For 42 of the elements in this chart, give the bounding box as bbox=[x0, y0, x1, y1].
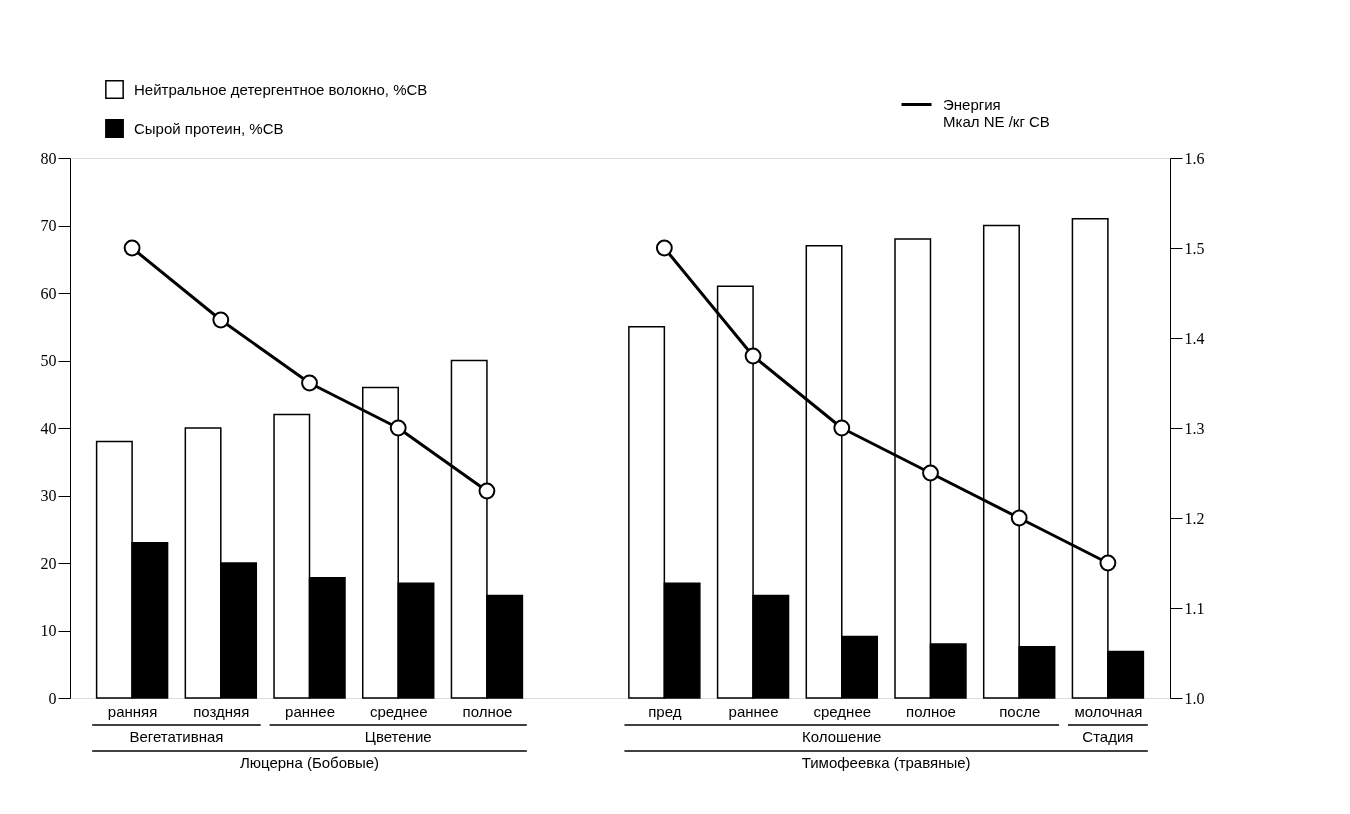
x-tick-label: среднее bbox=[369, 702, 428, 720]
y-tick-label: 20 bbox=[40, 554, 57, 572]
legend-label: Энергия Мкал NE /кг СВ bbox=[943, 95, 1050, 130]
text: Колошение bbox=[802, 728, 882, 745]
y-tick-label: 80 bbox=[40, 149, 57, 167]
text: Тимофеевка (травяные) bbox=[801, 754, 971, 771]
x-tick-label: пред bbox=[648, 702, 682, 720]
legend-label: Сырой протеин, %СВ bbox=[134, 119, 284, 137]
y-tick-label: 40 bbox=[40, 419, 57, 437]
y2-tick-label: 1.1 bbox=[1184, 599, 1205, 617]
point bbox=[833, 419, 851, 437]
point bbox=[922, 464, 939, 482]
x-tick-label: поздняя bbox=[193, 702, 250, 720]
y-tick-label: 10 bbox=[40, 622, 57, 639]
x-tick-label: молочная bbox=[1074, 702, 1143, 720]
text: Вегетативная bbox=[129, 728, 224, 745]
y2-tick-label: 1.4 bbox=[1184, 329, 1205, 347]
y2-tick-label: 1.3 bbox=[1184, 419, 1205, 437]
y2-tick-label: 1.5 bbox=[1184, 239, 1205, 257]
text: Люцерна (Бобовые) bbox=[239, 754, 380, 771]
y2-tick-label: 1.2 bbox=[1184, 509, 1205, 527]
text: Цветение bbox=[364, 728, 432, 745]
point bbox=[1099, 554, 1117, 572]
x-tick-label: полное bbox=[462, 702, 513, 720]
y-tick-label: 30 bbox=[40, 487, 57, 504]
y-tick-label: 70 bbox=[40, 217, 57, 234]
x-tick-label: полное bbox=[906, 702, 956, 720]
text: Стадия bbox=[1082, 728, 1134, 745]
point bbox=[655, 239, 673, 257]
legend-label: Нейтральное детергентное волокно, %СВ bbox=[134, 80, 428, 98]
y-tick-label: 60 bbox=[40, 284, 57, 302]
x-tick-label: после bbox=[999, 702, 1041, 720]
point bbox=[1010, 509, 1028, 527]
point bbox=[744, 347, 762, 365]
x-tick-label: среднее bbox=[813, 702, 872, 720]
y-tick-label: 0 bbox=[48, 689, 57, 707]
y-tick-label: 50 bbox=[40, 352, 57, 369]
y2-tick-label: 1.6 bbox=[1184, 149, 1205, 167]
y2-tick-label: 1.0 bbox=[1184, 689, 1205, 707]
x-tick-label: ранняя bbox=[107, 702, 158, 720]
x-tick-label: раннее bbox=[728, 702, 779, 720]
x-tick-label: раннее bbox=[285, 702, 335, 720]
